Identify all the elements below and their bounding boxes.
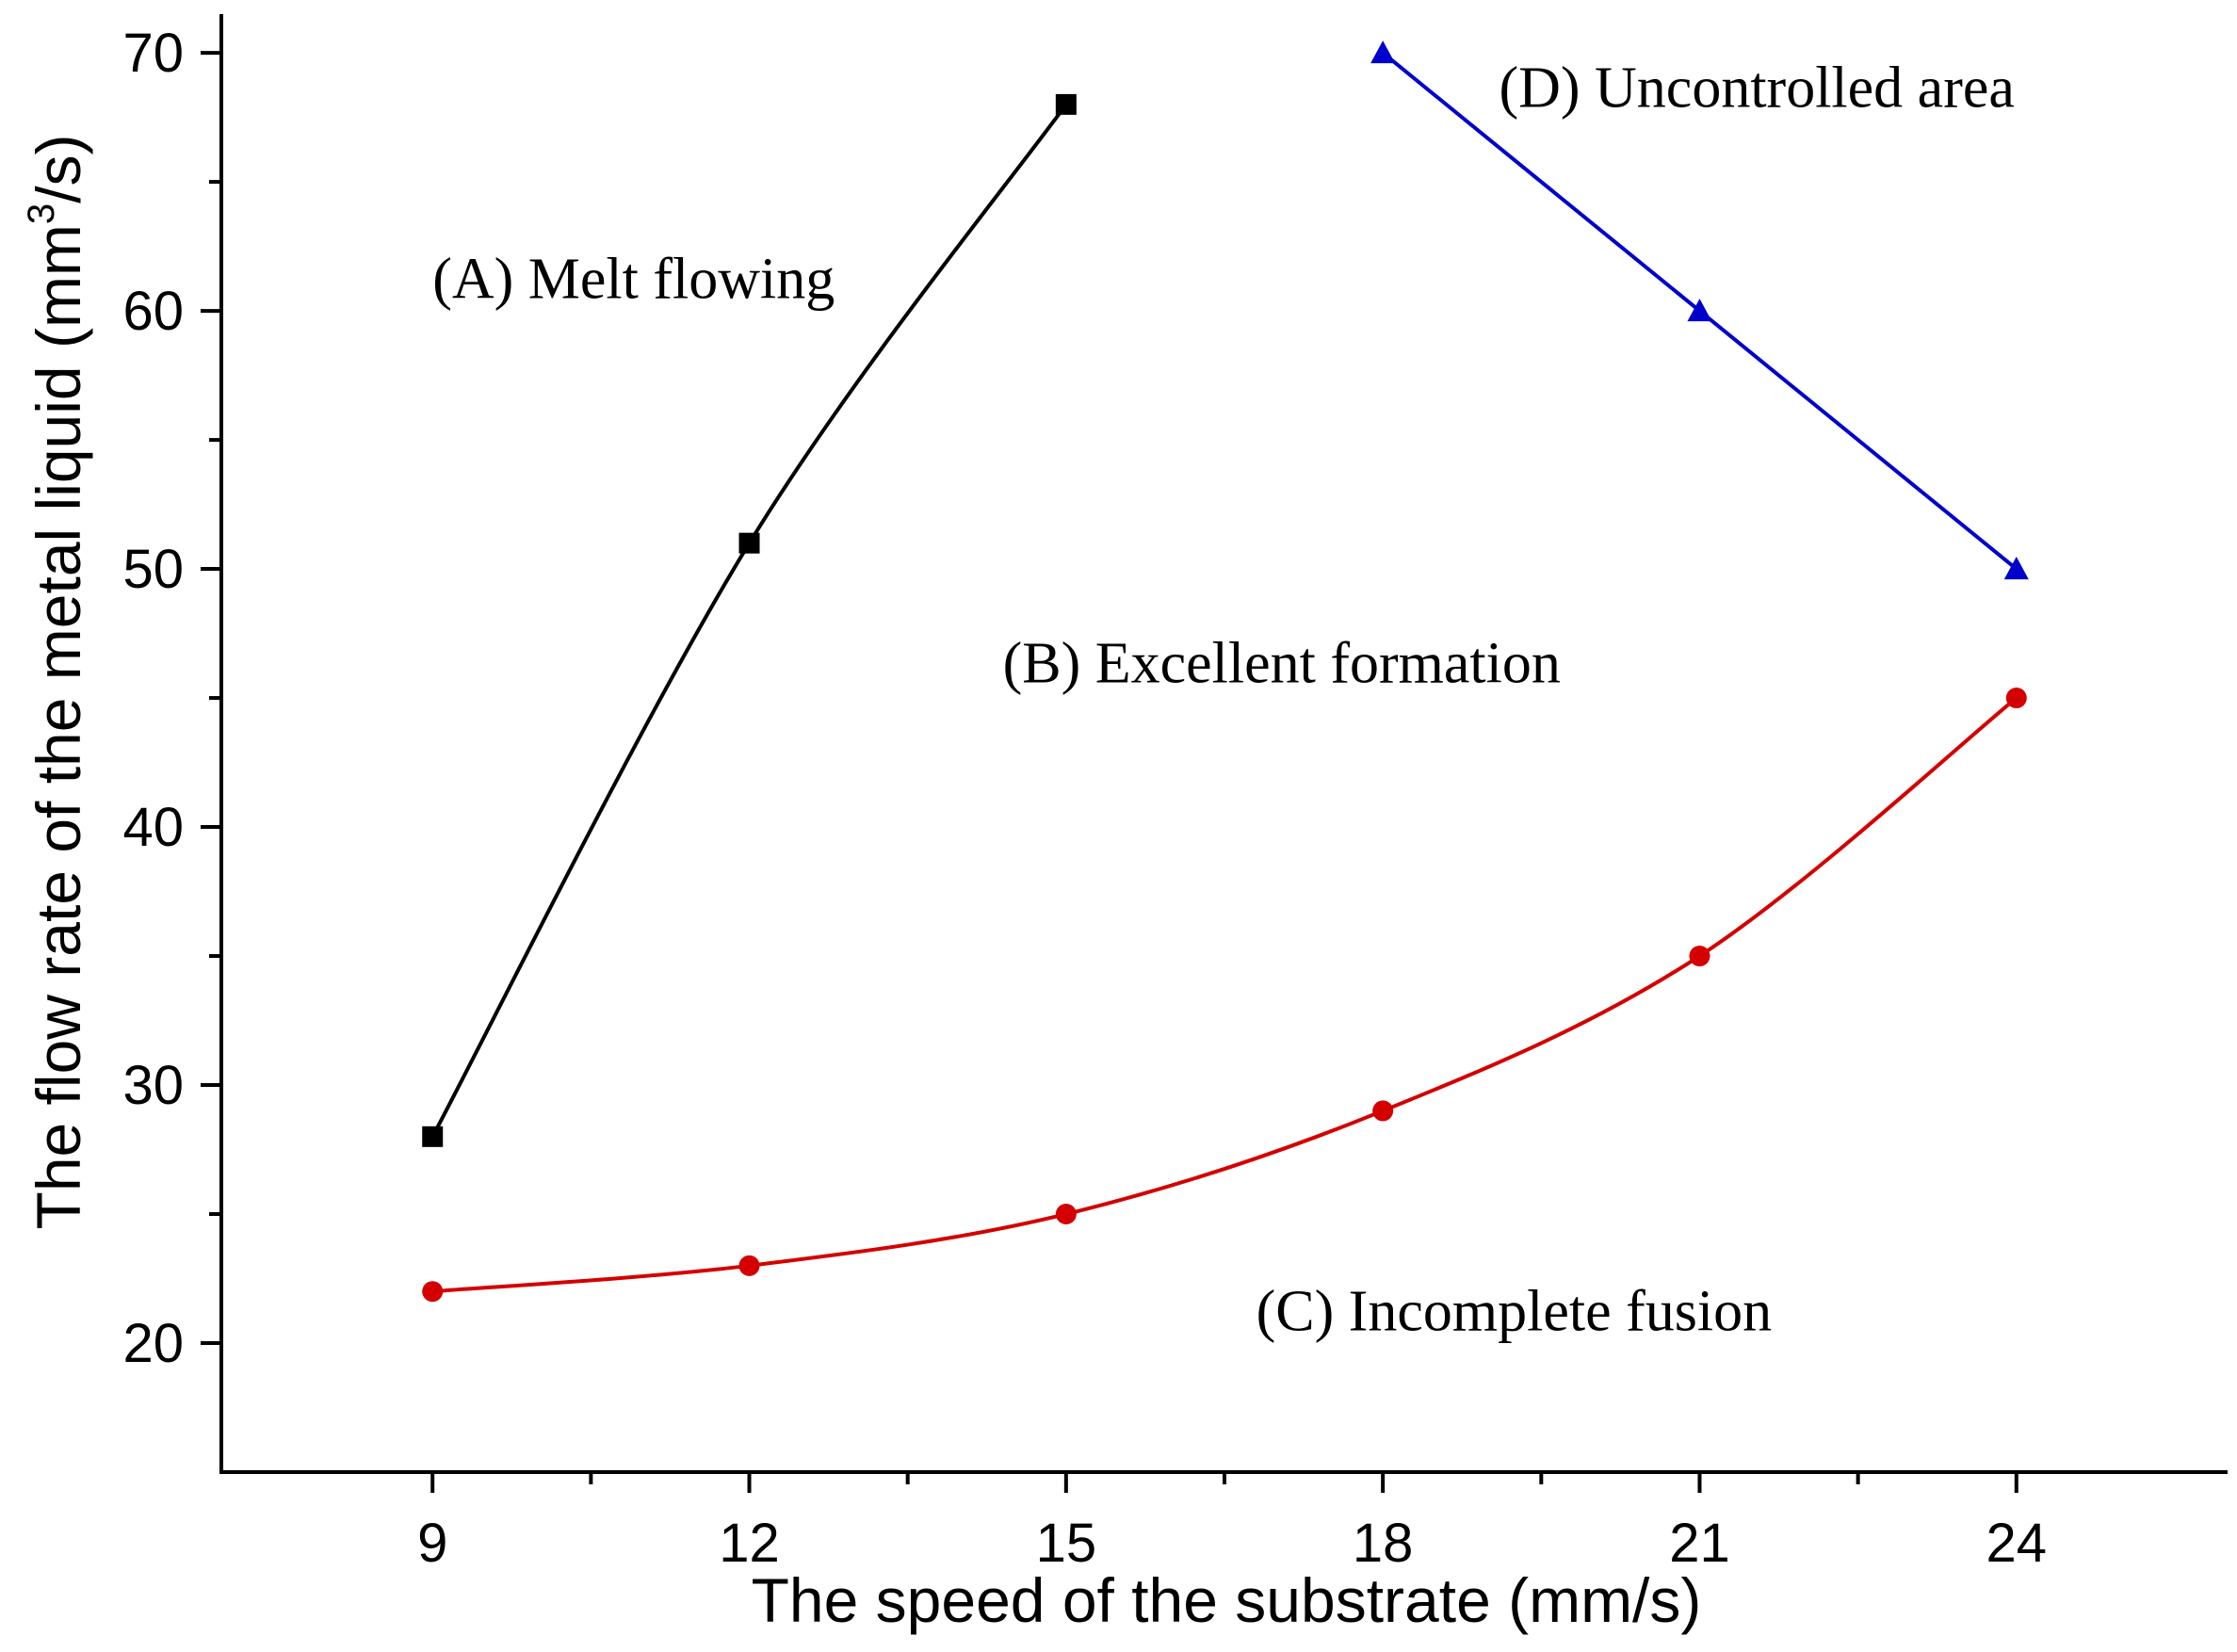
x-tick-label: 9 [417, 1513, 447, 1574]
series-line [432, 696, 2018, 1294]
y-axis-title-superscript: 3 [21, 203, 62, 224]
y-axis-title: The flow rate of the metal liquid (mm3/s… [21, 135, 93, 1230]
region-annotation: (B) Excellent formation [1003, 632, 1561, 696]
series-D-boundary [1370, 40, 2029, 580]
y-tick-label: 60 [122, 281, 184, 342]
series-layer [422, 40, 2029, 1303]
y-axis-title-tail: /s) [24, 135, 93, 203]
data-point-circle [422, 1281, 444, 1303]
y-tick-label: 40 [122, 797, 184, 858]
y-tick-label: 30 [122, 1055, 184, 1116]
y-tick-label: 70 [122, 23, 184, 84]
data-point-circle [738, 1255, 760, 1276]
data-point-triangle [1687, 299, 1712, 322]
series-A-boundary [422, 93, 1077, 1147]
x-tick-label: 18 [1353, 1513, 1414, 1574]
x-tick-label: 21 [1669, 1513, 1730, 1574]
data-point-circle [1372, 1100, 1394, 1122]
x-tick-label: 24 [1986, 1513, 2048, 1574]
region-annotation: (C) Incomplete fusion [1256, 1279, 1773, 1343]
axes [219, 14, 2228, 1474]
y-axis-title-base: The flow rate of the metal liquid (mm [24, 224, 93, 1229]
data-point-circle [2005, 688, 2027, 709]
y-tick-label: 20 [122, 1313, 184, 1374]
region-annotation: (A) Melt flowing [432, 247, 835, 311]
data-point-circle [1689, 946, 1710, 967]
series-C-boundary [422, 688, 2027, 1303]
data-point-square [738, 532, 760, 554]
y-tick-label: 50 [122, 539, 184, 600]
data-point-circle [1055, 1204, 1077, 1225]
annotations: (A) Melt flowing (B) Excellent formation (… [432, 57, 2015, 1344]
ticks: 9 12 15 18 21 24 20 30 40 50 60 70 [122, 23, 2047, 1574]
data-point-triangle [1370, 40, 1396, 64]
x-axis-title: The speed of the substrate (mm/s) [752, 1565, 1702, 1635]
data-point-triangle [2003, 557, 2029, 580]
region-annotation: (D) Uncontrolled area [1499, 57, 2014, 121]
x-tick-label: 12 [719, 1513, 780, 1574]
x-tick-label: 15 [1036, 1513, 1097, 1574]
data-point-square [422, 1126, 444, 1147]
data-point-square [1055, 93, 1077, 115]
